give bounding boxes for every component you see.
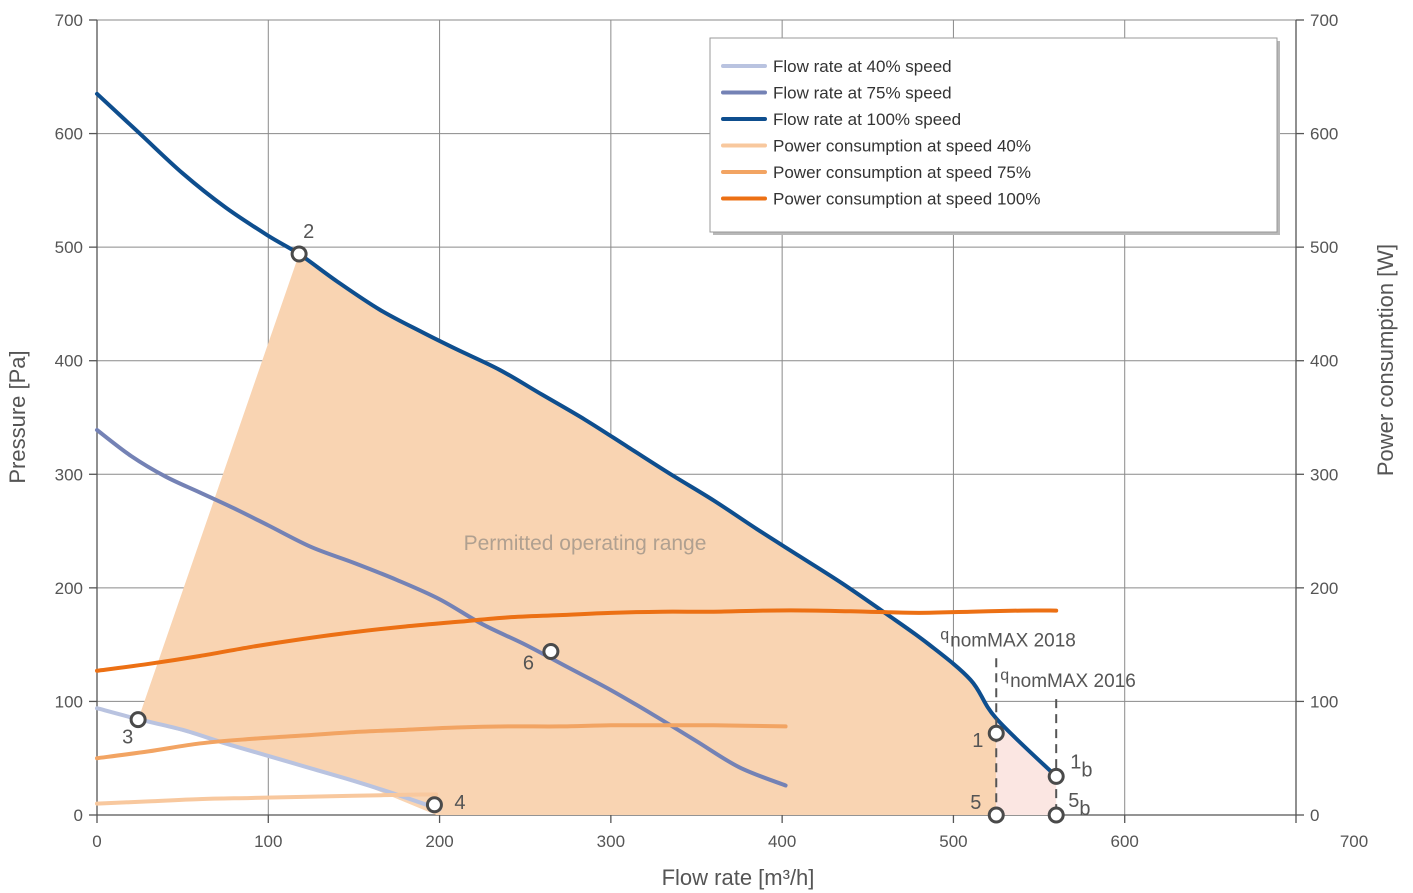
q-markers: qnomMAX 2018 qnomMAX 2016 bbox=[940, 626, 1136, 815]
point-label-2: 1b bbox=[1070, 751, 1092, 781]
series-lines bbox=[95, 91, 1059, 812]
point-label-5: 4 bbox=[454, 792, 465, 814]
legend-box bbox=[709, 37, 1278, 233]
y-axis-title: Pressure [Pa] bbox=[5, 350, 30, 483]
y-tick-label: 400 bbox=[55, 352, 83, 371]
point-label-8: 6 bbox=[523, 652, 534, 674]
y2-tick-label: 600 bbox=[1310, 125, 1338, 144]
operating-points: 1 1b 2 3 4 5 5b 6 bbox=[122, 221, 1092, 824]
legend: Flow rate at 40% speed Flow rate at 75% s… bbox=[709, 37, 1280, 235]
q-marker-label-1: qnomMAX 2018 bbox=[940, 626, 1076, 651]
y-tick-label: 200 bbox=[55, 579, 83, 598]
point-label-4: 3 bbox=[122, 727, 133, 749]
y2-tick-label: 0 bbox=[1310, 806, 1319, 825]
x-tick-label: 700 bbox=[1340, 832, 1368, 851]
y2-tick-label: 100 bbox=[1310, 692, 1338, 711]
y2-tick-label: 300 bbox=[1310, 465, 1338, 484]
y2-tick-label: 200 bbox=[1310, 579, 1338, 598]
y2-tick-label: 700 bbox=[1310, 11, 1338, 30]
y-tick-label: 100 bbox=[55, 692, 83, 711]
point-label-1: 1 bbox=[972, 730, 983, 752]
operating-range-extension bbox=[996, 718, 1057, 815]
y2-tick-label: 500 bbox=[1310, 238, 1338, 257]
x-tick-label: 600 bbox=[1111, 832, 1139, 851]
legend-label-1: Flow rate at 40% speed bbox=[773, 57, 952, 76]
y-tick-label: 600 bbox=[55, 125, 83, 144]
tick-labels: 0 100 200 300 400 500 600 700010020030040050060… bbox=[55, 11, 1369, 851]
legend-label-6: Power consumption at speed 100% bbox=[773, 190, 1040, 209]
series-line-4 bbox=[95, 792, 439, 806]
point-marker-5 bbox=[425, 796, 443, 814]
x-axis-title: Flow rate [m³/h] bbox=[662, 865, 815, 890]
point-marker-2 bbox=[1047, 767, 1065, 785]
point-marker-8 bbox=[542, 642, 560, 660]
y2-tick-label: 400 bbox=[1310, 352, 1338, 371]
y2-axis-title: Power consumption [W] bbox=[1373, 244, 1398, 476]
point-marker-3 bbox=[290, 245, 308, 263]
x-tick-label: 300 bbox=[597, 832, 625, 851]
x-tick-label: 200 bbox=[425, 832, 453, 851]
point-label-3: 2 bbox=[303, 221, 314, 243]
x-tick-label: 100 bbox=[254, 832, 282, 851]
operating-range-area bbox=[138, 253, 997, 815]
operating-range-label: Permitted operating range bbox=[464, 532, 707, 555]
x-tick-label: 0 bbox=[92, 832, 101, 851]
series-line-6 bbox=[95, 608, 1059, 673]
legend-label-3: Flow rate at 100% speed bbox=[773, 110, 961, 129]
q-marker-label-2: qnomMAX 2016 bbox=[1000, 667, 1136, 692]
legend-label-5: Power consumption at speed 75% bbox=[773, 163, 1031, 182]
y-tick-label: 0 bbox=[74, 806, 83, 825]
point-label-7: 5b bbox=[1068, 790, 1090, 820]
point-label-6: 5 bbox=[970, 792, 981, 814]
series-line-2 bbox=[95, 427, 788, 788]
point-marker-1 bbox=[987, 724, 1005, 742]
operating-range: Permitted operating range bbox=[138, 253, 1057, 815]
series-line-3 bbox=[95, 91, 1059, 779]
y-tick-label: 500 bbox=[55, 238, 83, 257]
legend-label-2: Flow rate at 75% speed bbox=[773, 84, 952, 103]
legend-label-4: Power consumption at speed 40% bbox=[773, 137, 1031, 156]
x-tick-label: 500 bbox=[939, 832, 967, 851]
y-tick-label: 700 bbox=[55, 11, 83, 30]
x-tick-label: 400 bbox=[768, 832, 796, 851]
series-line-1 bbox=[95, 706, 442, 812]
point-marker-7 bbox=[1047, 806, 1065, 824]
y-tick-label: 300 bbox=[55, 465, 83, 484]
point-marker-4 bbox=[129, 711, 147, 729]
series-line-5 bbox=[95, 723, 788, 761]
point-marker-6 bbox=[987, 806, 1005, 824]
